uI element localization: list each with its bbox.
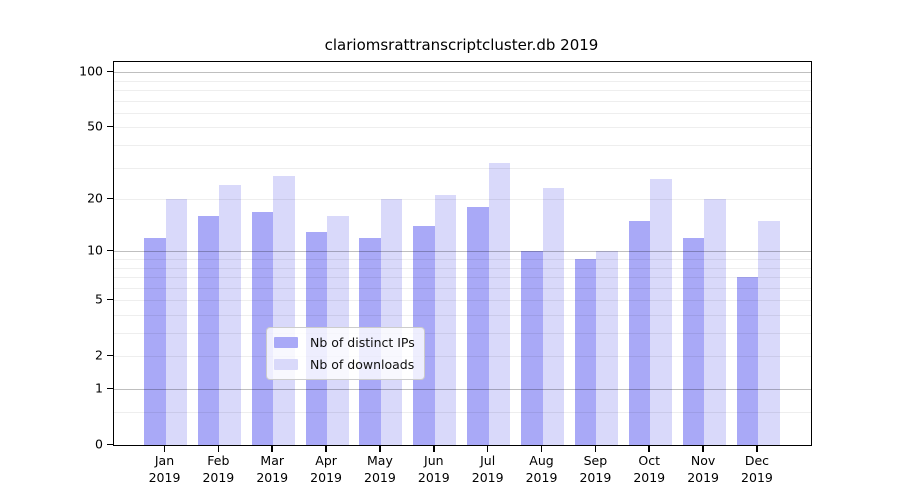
- legend-swatch-distinct-ips: [274, 337, 298, 348]
- y-tick-mark-2: [107, 354, 113, 357]
- x-tick-mark-mar: [271, 445, 273, 452]
- gridline-50: [114, 127, 811, 129]
- gridline-30: [114, 167, 811, 169]
- y-tick-label-100: 100: [79, 63, 103, 79]
- y-tick-label-2: 2: [95, 347, 103, 363]
- y-tick-label-1: 1: [95, 380, 103, 396]
- plot-area: [113, 61, 812, 446]
- y-tick-label-5: 5: [95, 291, 103, 307]
- bar-nov-downloads: [704, 199, 726, 445]
- bar-feb-downloads: [219, 185, 241, 445]
- bar-mar-distinct-ips: [251, 211, 274, 445]
- x-tick-label-feb: Feb 2019: [202, 453, 235, 485]
- gridline-100: [114, 72, 811, 74]
- legend-row-downloads: Nb of downloads: [274, 357, 415, 372]
- x-tick-label-dec: Dec 2019: [741, 453, 773, 485]
- x-tick-label-mar: Mar 2019: [256, 453, 289, 485]
- bar-mar-downloads: [273, 175, 295, 445]
- y-tick-mark-50: [107, 125, 113, 128]
- x-tick-label-nov: Nov 2019: [687, 453, 719, 485]
- gridline-2: [114, 356, 811, 358]
- bar-jan-downloads: [165, 199, 187, 445]
- y-tick-mark-0: [107, 443, 113, 445]
- y-tick-mark-100: [107, 70, 113, 73]
- bar-aug-downloads: [542, 188, 564, 445]
- x-tick-mark-jul: [486, 445, 489, 452]
- x-tick-mark-nov: [702, 445, 704, 452]
- bar-may-downloads: [380, 199, 403, 445]
- gridline-8: [114, 267, 811, 269]
- x-tick-mark-oct: [648, 445, 650, 452]
- bar-dec-downloads: [758, 221, 780, 445]
- gridline-70: [114, 100, 811, 102]
- bar-sep-downloads: [596, 251, 618, 445]
- x-tick-mark-dec: [756, 445, 758, 452]
- x-tick-label-aug: Aug 2019: [525, 453, 558, 485]
- bar-jul-downloads: [488, 162, 511, 445]
- gridline-9: [114, 259, 811, 260]
- gridline-4: [114, 315, 811, 316]
- y-tick-mark-20: [107, 197, 113, 200]
- x-tick-label-oct: Oct 2019: [633, 453, 666, 485]
- x-tick-label-may: May 2019: [364, 453, 396, 485]
- x-tick-mark-jun: [433, 445, 435, 452]
- bar-aug-distinct-ips: [521, 251, 543, 445]
- bar-jan-distinct-ips: [144, 237, 166, 445]
- y-tick-mark-10: [107, 249, 113, 252]
- bar-jul-distinct-ips: [467, 207, 489, 445]
- y-tick-mark-1: [107, 387, 113, 389]
- bar-feb-distinct-ips: [197, 216, 220, 445]
- gridline-0.5: [114, 412, 811, 414]
- legend-label-downloads: Nb of downloads: [310, 357, 415, 372]
- legend: Nb of distinct IPs Nb of downloads: [266, 327, 425, 380]
- x-tick-label-jan: Jan 2019: [148, 453, 181, 485]
- bar-oct-distinct-ips: [628, 221, 651, 445]
- x-tick-mark-feb: [217, 445, 220, 452]
- gridline-80: [114, 90, 811, 91]
- gridline-40: [114, 145, 811, 146]
- y-tick-label-10: 10: [87, 242, 103, 258]
- y-tick-label-50: 50: [87, 118, 103, 134]
- gridline-20: [114, 199, 811, 201]
- gridline-6: [114, 287, 811, 289]
- x-tick-label-jun: Jun 2019: [417, 453, 450, 485]
- legend-row-distinct-ips: Nb of distinct IPs: [274, 335, 415, 350]
- gridline-5: [114, 300, 811, 302]
- y-tick-label-0: 0: [95, 436, 103, 452]
- x-tick-mark-may: [379, 445, 381, 452]
- gridline-7: [114, 277, 811, 278]
- gridline-1: [114, 389, 811, 390]
- x-tick-label-sep: Sep 2019: [579, 453, 612, 485]
- x-tick-mark-apr: [325, 445, 327, 452]
- bar-jun-downloads: [434, 195, 457, 445]
- bar-sep-distinct-ips: [574, 259, 597, 445]
- bar-dec-distinct-ips: [736, 277, 758, 445]
- y-tick-mark-5: [107, 298, 113, 301]
- x-tick-label-jul: Jul 2019: [471, 453, 504, 485]
- chart-title: clariomsrattranscriptcluster.db 2019: [324, 36, 599, 54]
- gridline-3: [114, 333, 811, 334]
- legend-label-distinct-ips: Nb of distinct IPs: [310, 335, 415, 350]
- gridline-90: [114, 80, 811, 82]
- y-tick-label-20: 20: [87, 190, 103, 206]
- bar-nov-distinct-ips: [682, 237, 705, 445]
- x-tick-label-apr: Apr 2019: [310, 453, 342, 485]
- gridline-10: [114, 251, 811, 253]
- x-tick-mark-aug: [540, 445, 543, 452]
- gridline-60: [114, 112, 811, 114]
- x-tick-mark-jan: [163, 445, 166, 452]
- legend-swatch-downloads: [274, 359, 298, 370]
- x-tick-mark-sep: [594, 445, 597, 452]
- bar-oct-downloads: [650, 178, 672, 445]
